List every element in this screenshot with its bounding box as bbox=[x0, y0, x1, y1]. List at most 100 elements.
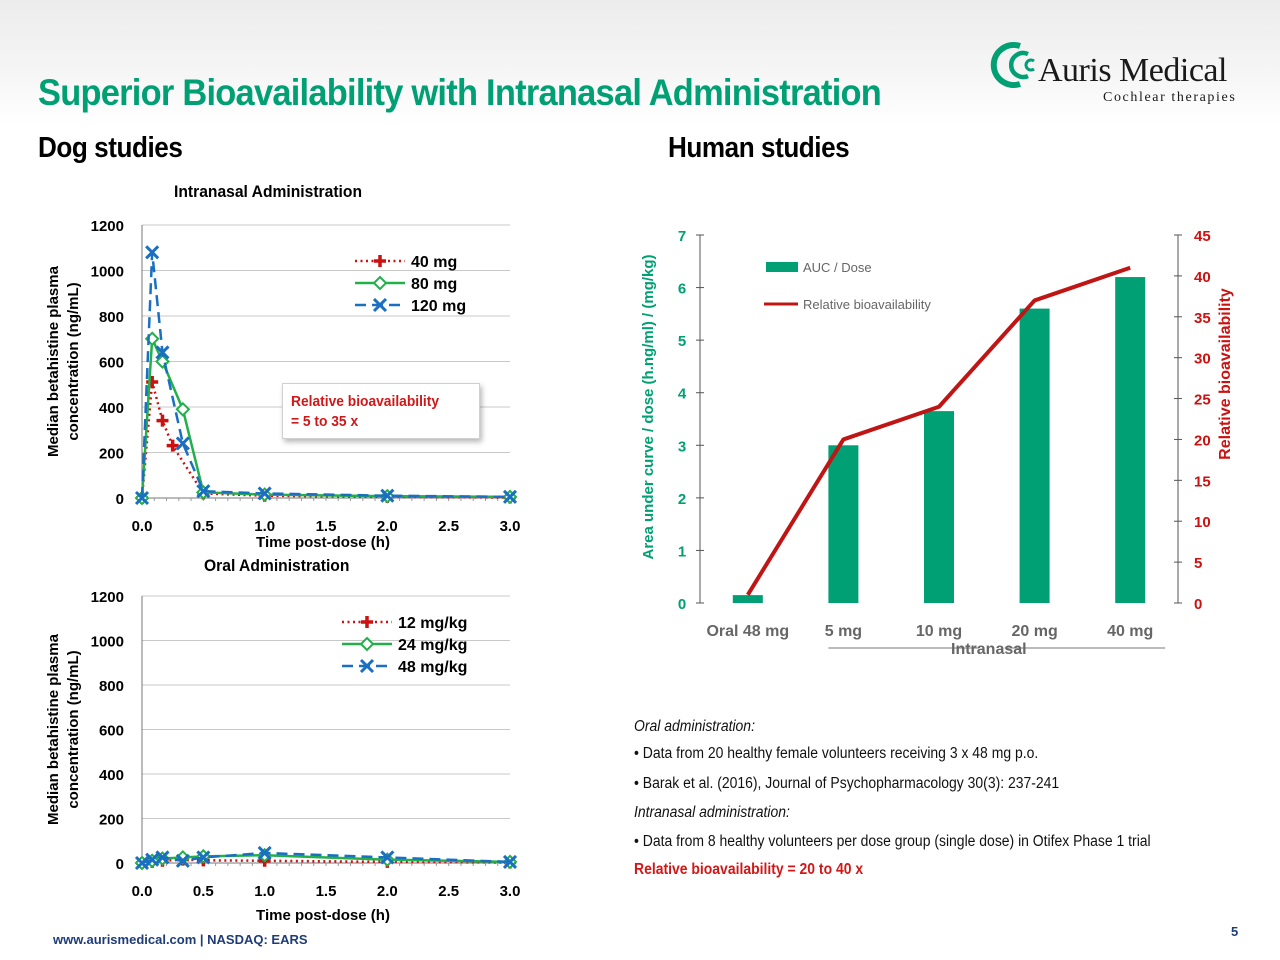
y-tick-label: 1000 bbox=[91, 634, 124, 651]
group-label: Intranasal bbox=[951, 641, 1027, 658]
legend-label: 48 mg/kg bbox=[398, 659, 467, 676]
oral-bullet-2: • Barak et al. (2016), Journal of Psycho… bbox=[634, 775, 1060, 792]
right-tick-label: 35 bbox=[1194, 310, 1211, 327]
series-line-48-mg-kg bbox=[141, 851, 511, 865]
left-tick-label: 3 bbox=[678, 438, 686, 455]
right-tick-label: 15 bbox=[1194, 473, 1211, 490]
relative-bioavailability-callout: Relative bioavailability = 5 to 35 x bbox=[282, 383, 480, 439]
right-tick-label: 20 bbox=[1194, 432, 1211, 449]
legend-label: 80 mg bbox=[411, 276, 457, 293]
left-tick-label: 0 bbox=[678, 596, 686, 613]
callout-line-1: Relative bioavailability bbox=[291, 393, 440, 410]
y-axis-title-line1: Median betahistine plasma bbox=[45, 265, 62, 457]
dog-oral-chart: 0 200 400 600 800 1000 1200 0.0 0.5 1.0 1.5 2.0 2.5 3… bbox=[45, 589, 521, 923]
x-tick-label: 1.0 bbox=[254, 518, 275, 535]
x-tick-label: 3.0 bbox=[500, 883, 521, 900]
data-point bbox=[257, 845, 272, 861]
intranasal-admin-heading: Intranasal administration: bbox=[634, 804, 790, 821]
data-point bbox=[145, 852, 160, 867]
y-tick-label: 200 bbox=[99, 812, 124, 829]
right-tick-label: 30 bbox=[1194, 351, 1211, 368]
data-point bbox=[175, 436, 190, 451]
relative-bioavailability-line bbox=[746, 265, 1131, 596]
y-tick-label: 0 bbox=[116, 491, 124, 508]
legend-label: 120 mg bbox=[411, 298, 466, 315]
right-tick-label: 10 bbox=[1194, 514, 1211, 531]
slide-title: Superior Bioavailability with Intranasal… bbox=[38, 72, 882, 113]
x-axis-title: Time post-dose (h) bbox=[256, 534, 390, 551]
bar-oral-48-mg bbox=[732, 595, 763, 603]
y-tick-label: 400 bbox=[99, 767, 124, 784]
data-point bbox=[155, 850, 170, 865]
right-tick-label: 0 bbox=[1194, 596, 1202, 613]
right-tick-label: 45 bbox=[1194, 228, 1211, 245]
x-tick-label: 2.5 bbox=[438, 883, 459, 900]
category-label: Oral 48 mg bbox=[706, 623, 789, 640]
data-point bbox=[502, 854, 518, 869]
y-tick-label: 600 bbox=[99, 355, 124, 372]
legend-label: 12 mg/kg bbox=[398, 615, 467, 632]
category-label: 20 mg bbox=[1011, 623, 1057, 640]
x-tick-label: 1.5 bbox=[316, 883, 337, 900]
y-axis-title-line2: concentration (ng/mL) bbox=[65, 650, 82, 808]
left-tick-label: 6 bbox=[678, 281, 686, 298]
y-tick-label: 200 bbox=[99, 446, 124, 463]
right-tick-label: 5 bbox=[1194, 555, 1202, 572]
data-point bbox=[502, 489, 518, 504]
legend-label: 40 mg bbox=[411, 254, 457, 271]
y-axis-title-line1: Median betahistine plasma bbox=[45, 633, 62, 825]
x-tick-label: 1.0 bbox=[254, 883, 275, 900]
y-tick-label: 600 bbox=[99, 723, 124, 740]
data-point bbox=[155, 345, 170, 360]
data-point bbox=[196, 484, 211, 499]
page-number: 5 bbox=[1231, 924, 1239, 939]
callout-line-2: = 5 to 35 x bbox=[291, 413, 359, 430]
legend-swatch-auc bbox=[766, 262, 798, 272]
legend-label: 24 mg/kg bbox=[398, 637, 467, 654]
human-studies-heading: Human studies bbox=[668, 132, 850, 164]
header-band bbox=[0, 0, 1280, 125]
left-tick-label: 4 bbox=[678, 386, 687, 403]
legend-marker bbox=[372, 297, 388, 313]
data-point bbox=[380, 488, 395, 503]
left-tick-label: 7 bbox=[678, 228, 686, 245]
y-axis-title-line2: concentration (ng/mL) bbox=[65, 282, 82, 440]
x-tick-label: 3.0 bbox=[500, 518, 521, 535]
intranasal-bullet-1: • Data from 8 healthy volunteers per dos… bbox=[634, 833, 1151, 850]
y-tick-label: 1200 bbox=[91, 589, 124, 606]
dog-studies-heading: Dog studies bbox=[38, 132, 183, 164]
data-point bbox=[175, 401, 191, 417]
y-tick-label: 0 bbox=[116, 856, 124, 873]
bar-20-mg bbox=[1019, 308, 1050, 603]
oral-admin-heading: Oral administration: bbox=[634, 718, 755, 735]
x-tick-label: 0.0 bbox=[132, 518, 153, 535]
legend-label-line: Relative bioavailability bbox=[803, 297, 931, 312]
legend-marker bbox=[374, 255, 386, 267]
legend-marker bbox=[359, 658, 375, 674]
legend-marker bbox=[372, 275, 388, 291]
dog-intranasal-chart: 0 200 400 600 800 1000 1200 0.0 0.5 1.0 1.5 2.0 2.5 3… bbox=[45, 218, 521, 551]
data-point bbox=[175, 853, 190, 868]
category-label: 40 mg bbox=[1107, 623, 1153, 640]
data-point bbox=[134, 855, 150, 871]
footer-link[interactable]: www.aurismedical.com | NASDAQ: EARS bbox=[53, 932, 308, 947]
y-tick-label: 800 bbox=[99, 678, 124, 695]
left-tick-label: 2 bbox=[678, 491, 686, 508]
category-label: 5 mg bbox=[825, 623, 862, 640]
x-tick-label: 0.0 bbox=[132, 883, 153, 900]
bar-40-mg bbox=[1115, 277, 1146, 603]
left-axis-title: Area under curve / dose (h.ng/ml) / (mg/… bbox=[640, 254, 657, 559]
y-tick-label: 1200 bbox=[91, 218, 124, 235]
conclusion-text: Relative bioavailability = 20 to 40 x bbox=[634, 861, 864, 878]
y-tick-label: 800 bbox=[99, 309, 124, 326]
series-line-120-mg bbox=[140, 252, 511, 499]
data-point bbox=[196, 850, 211, 865]
x-tick-label: 0.5 bbox=[193, 518, 214, 535]
right-tick-label: 40 bbox=[1194, 269, 1211, 286]
category-label: 10 mg bbox=[916, 623, 962, 640]
data-point bbox=[134, 490, 150, 506]
right-tick-label: 25 bbox=[1194, 392, 1211, 409]
data-point bbox=[257, 486, 272, 501]
legend-marker bbox=[359, 636, 375, 652]
